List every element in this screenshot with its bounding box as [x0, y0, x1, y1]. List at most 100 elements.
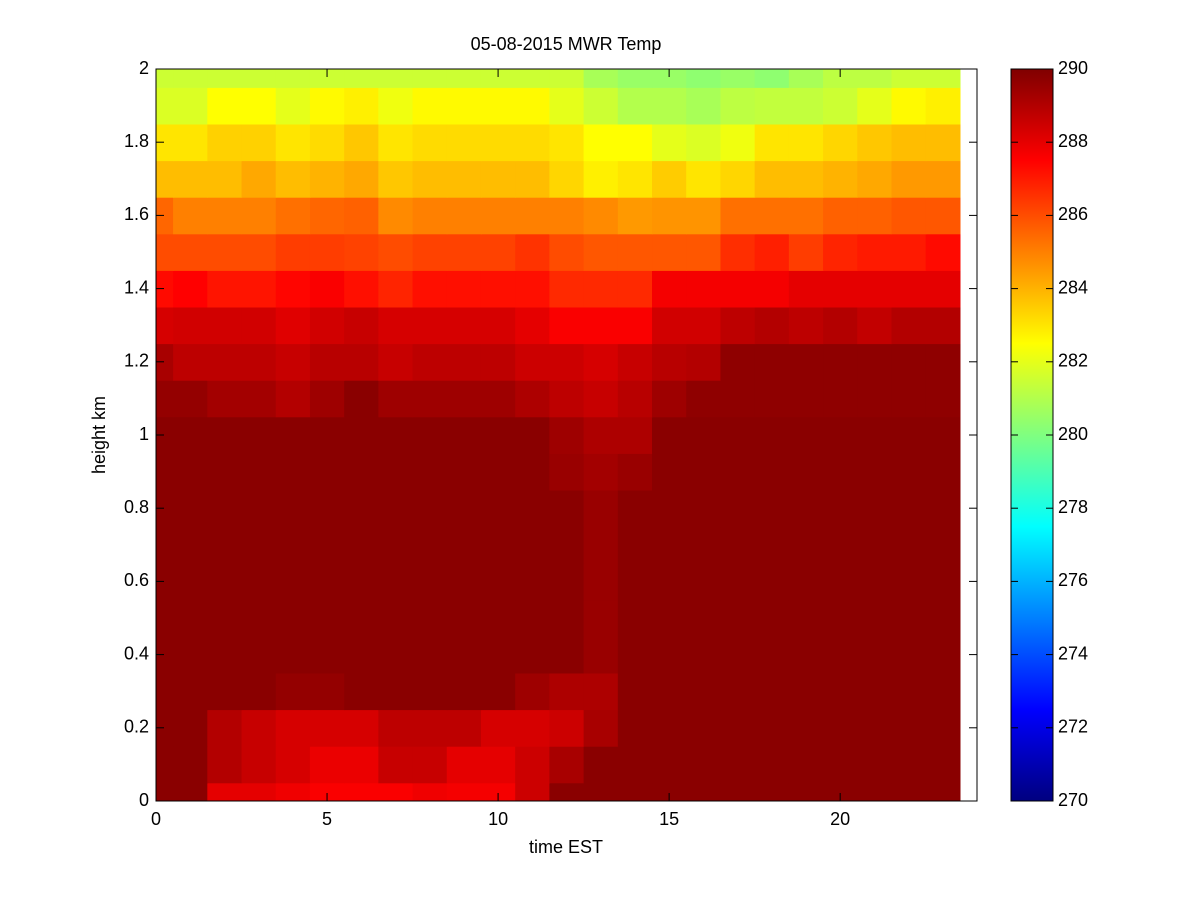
heatmap-cell — [309, 782, 345, 801]
heatmap-cell — [275, 380, 311, 418]
heatmap-cell — [788, 563, 824, 601]
heatmap-cell — [583, 160, 619, 198]
heatmap-cell — [720, 709, 756, 747]
heatmap-cell — [617, 87, 653, 125]
heatmap-cell — [823, 672, 858, 711]
heatmap-cell — [891, 709, 927, 747]
heatmap-cell — [788, 233, 824, 271]
heatmap-cell — [241, 599, 277, 637]
heatmap-cell — [344, 563, 379, 601]
y-tick-label: 0 — [139, 790, 149, 810]
heatmap-cell — [446, 636, 482, 674]
heatmap-cell — [652, 453, 687, 491]
heatmap-cell — [925, 489, 961, 528]
heatmap-cell — [378, 123, 414, 162]
heatmap-cell — [156, 782, 174, 801]
colorbar-tick-label: 282 — [1058, 351, 1088, 371]
heatmap-cell — [925, 69, 961, 88]
heatmap-cell — [207, 233, 243, 271]
heatmap-cell — [480, 563, 516, 601]
heatmap-cell — [173, 380, 208, 418]
heatmap-cell — [617, 526, 653, 564]
heatmap-cell — [720, 87, 756, 125]
heatmap-cell — [857, 233, 893, 271]
heatmap-cell — [617, 416, 653, 454]
heatmap-cell — [617, 306, 653, 345]
heatmap-cell — [925, 746, 961, 784]
heatmap-cell — [549, 233, 585, 271]
heatmap-cell — [754, 672, 790, 711]
heatmap-cell — [275, 453, 311, 491]
heatmap-cell — [275, 636, 311, 674]
heatmap-cell — [857, 599, 893, 637]
heatmap-cell — [173, 563, 208, 601]
heatmap-cell — [412, 782, 448, 801]
heatmap-cell — [891, 782, 927, 801]
heatmap-cell — [857, 672, 893, 711]
heatmap-cell — [156, 599, 174, 637]
heatmap-cell — [344, 709, 379, 747]
heatmap-cell — [583, 123, 619, 162]
heatmap-cell — [344, 746, 379, 784]
heatmap-cell — [925, 563, 961, 601]
heatmap-cell — [652, 416, 687, 454]
heatmap-cell — [857, 123, 893, 162]
y-axis-label: height km — [89, 396, 109, 474]
heatmap-cell — [754, 563, 790, 601]
heatmap-cell — [720, 782, 756, 801]
heatmap-cell — [207, 69, 243, 88]
heatmap-cell — [309, 709, 345, 747]
heatmap-cell — [857, 306, 893, 345]
colorbar-tick-label: 276 — [1058, 570, 1088, 590]
heatmap-cell — [617, 709, 653, 747]
heatmap-cell — [275, 87, 311, 125]
heatmap-cell — [788, 526, 824, 564]
heatmap-cell — [891, 197, 927, 235]
heatmap-cell — [446, 160, 482, 198]
heatmap-cell — [480, 489, 516, 528]
heatmap-cell — [720, 746, 756, 784]
chart-title: 05-08-2015 MWR Temp — [471, 34, 662, 54]
heatmap-cell — [925, 709, 961, 747]
heatmap-cell — [241, 526, 277, 564]
heatmap-cell — [156, 306, 174, 345]
heatmap-cell — [344, 197, 379, 235]
heatmap-cell — [754, 69, 790, 88]
heatmap-cell — [583, 380, 619, 418]
heatmap-cell — [652, 87, 687, 125]
heatmap-cell — [823, 160, 858, 198]
heatmap-cell — [617, 380, 653, 418]
heatmap-cell — [788, 599, 824, 637]
heatmap-cell — [156, 270, 174, 308]
heatmap-cell — [583, 563, 619, 601]
heatmap-cell — [686, 270, 722, 308]
heatmap-cell — [857, 270, 893, 308]
heatmap-cell — [617, 782, 653, 801]
heatmap-cell — [412, 709, 448, 747]
heatmap-cell — [891, 343, 927, 381]
heatmap-cell — [309, 69, 345, 88]
colorbar-tick-label: 274 — [1058, 643, 1088, 663]
heatmap-cell — [515, 599, 550, 637]
heatmap-cell — [515, 416, 550, 454]
heatmap-cell — [686, 343, 722, 381]
heatmap-cell — [156, 489, 174, 528]
heatmap-cell — [309, 380, 345, 418]
heatmap-cell — [891, 636, 927, 674]
heatmap-cell — [156, 709, 174, 747]
heatmap-cell — [207, 87, 243, 125]
heatmap-cell — [156, 123, 174, 162]
heatmap-cell — [309, 636, 345, 674]
heatmap-cell — [156, 636, 174, 674]
heatmap-cell — [515, 123, 550, 162]
heatmap-cell — [480, 343, 516, 381]
heatmap-cell — [891, 563, 927, 601]
heatmap-cell — [891, 672, 927, 711]
heatmap-cell — [857, 416, 893, 454]
heatmap-cell — [686, 599, 722, 637]
heatmap-cell — [857, 489, 893, 528]
heatmap-cell — [617, 453, 653, 491]
heatmap-cell — [378, 782, 414, 801]
heatmap-cell — [925, 233, 961, 271]
